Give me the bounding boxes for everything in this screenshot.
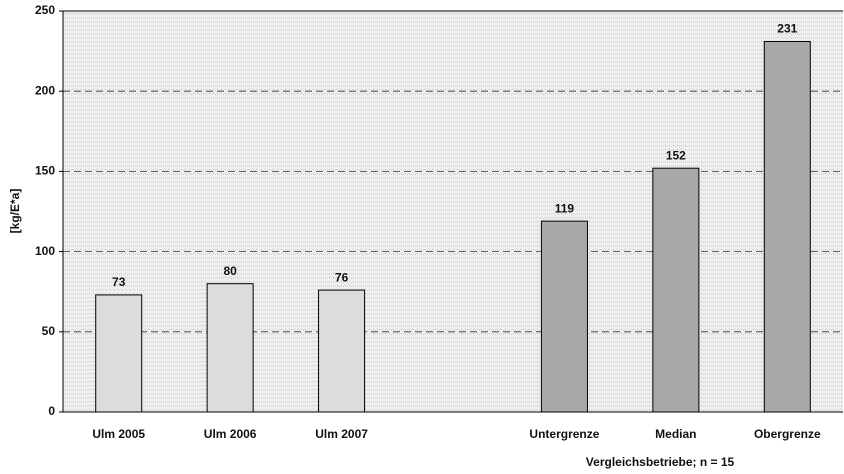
bar — [95, 294, 143, 413]
y-tick-label: 250 — [35, 3, 55, 17]
x-tick-label: Ulm 2005 — [92, 427, 145, 441]
y-tick-label: 50 — [42, 324, 56, 338]
x-tick-label: Obergrenze — [754, 427, 821, 441]
y-axis-label: [kg/E*a] — [8, 189, 22, 234]
y-tick-label: 200 — [35, 83, 55, 97]
x-tick-label: Median — [655, 427, 696, 441]
bar — [206, 283, 254, 413]
data-label: 152 — [666, 148, 686, 162]
y-tick-label: 100 — [35, 244, 55, 258]
data-label: 231 — [777, 22, 797, 36]
data-label: 76 — [335, 270, 349, 284]
bar — [540, 220, 588, 413]
x-tick-label: Ulm 2007 — [315, 427, 368, 441]
x-tick-label: Untergrenze — [529, 427, 599, 441]
bar — [652, 167, 700, 413]
bar — [318, 289, 366, 413]
bar — [763, 40, 811, 413]
plot-area — [63, 11, 843, 412]
data-label: 80 — [223, 264, 237, 278]
y-tick-label: 0 — [48, 404, 55, 418]
annotation: Vergleichsbetriebe; n = 15 — [586, 455, 735, 469]
x-tick-label: Ulm 2006 — [204, 427, 257, 441]
data-label: 73 — [112, 275, 126, 289]
data-label: 119 — [555, 201, 575, 215]
y-tick-label: 150 — [35, 164, 55, 178]
